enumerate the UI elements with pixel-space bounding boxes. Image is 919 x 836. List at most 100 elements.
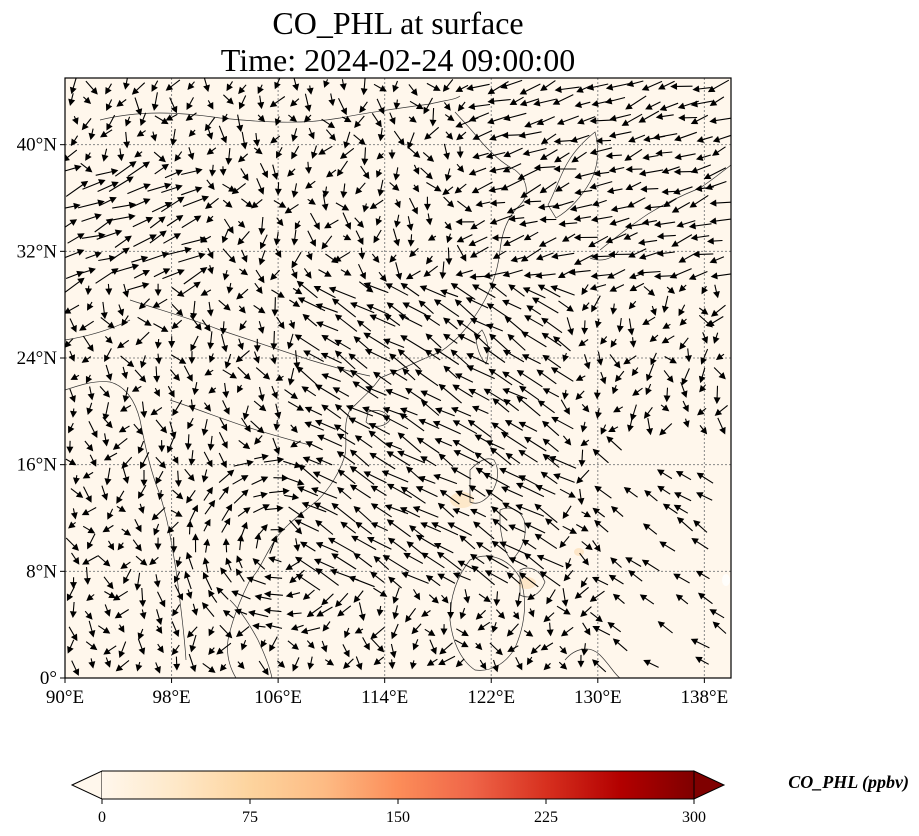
wind-arrow (310, 487, 338, 499)
wind-arrow (150, 407, 163, 416)
wind-arrow (470, 553, 485, 565)
wind-arrow (472, 152, 489, 160)
wind-arrow (102, 524, 114, 533)
wind-arrow (608, 131, 632, 139)
wind-arrow (260, 639, 268, 648)
wind-arrow (258, 660, 269, 676)
wind-arrow (236, 555, 243, 569)
wind-arrow (591, 253, 612, 261)
wind-arrow (610, 303, 618, 315)
wind-arrow (574, 586, 589, 599)
wind-arrow (485, 151, 506, 160)
wind-arrow (172, 455, 179, 465)
colorbar-tick-label: 150 (386, 809, 410, 826)
wind-arrow (644, 204, 664, 211)
wind-arrow (425, 213, 433, 226)
wind-arrow (515, 482, 545, 498)
wind-arrow (684, 348, 692, 363)
wind-arrow (424, 628, 436, 637)
wind-arrow (358, 281, 374, 293)
wind-arrow (253, 133, 261, 147)
wind-arrow (151, 92, 159, 111)
wind-arrow (577, 654, 585, 668)
wind-arrow (88, 658, 96, 669)
wind-arrow (468, 388, 490, 401)
wind-arrow (307, 198, 316, 205)
wind-arrow (434, 348, 460, 365)
wind-arrow (443, 196, 455, 208)
wind-arrow (416, 437, 440, 454)
y-tick-label: 16°N (17, 455, 58, 476)
wind-arrow (695, 656, 709, 665)
wind-arrow (335, 202, 350, 211)
wind-arrow (555, 182, 570, 192)
wind-arrow (578, 449, 586, 467)
wind-arrow (495, 609, 505, 619)
wind-arrow (609, 354, 621, 369)
wind-arrow (191, 533, 200, 553)
wind-arrow (151, 80, 159, 92)
wind-arrow (596, 351, 604, 366)
wind-arrow (117, 624, 125, 633)
wind-arrow (398, 314, 423, 327)
y-axis-ticks: 0° 8°N 16°N 24°N 32°N 40°N (17, 135, 65, 689)
wind-arrow (103, 645, 117, 655)
wind-arrow (68, 626, 78, 642)
wind-arrow (292, 657, 300, 672)
wind-arrow (455, 117, 479, 128)
wind-arrow (706, 316, 724, 327)
wind-arrow (337, 605, 352, 617)
wind-arrow (400, 486, 426, 504)
wind-arrow (354, 435, 373, 449)
wind-arrow (655, 113, 674, 120)
wind-arrow (65, 304, 80, 314)
wind-arrow (246, 576, 266, 585)
wind-arrow (577, 488, 585, 505)
y-tick-label: 32°N (17, 241, 58, 262)
map-panel (64, 77, 732, 679)
wind-arrow (469, 246, 489, 258)
wind-arrow (679, 337, 689, 350)
wind-arrow (638, 251, 661, 260)
wind-arrow (138, 298, 150, 310)
wind-arrow (414, 369, 439, 387)
wind-arrow (483, 271, 507, 279)
wind-arrow (541, 332, 562, 347)
wind-arrow (83, 486, 92, 503)
wind-arrow (238, 95, 247, 110)
wind-arrow (140, 401, 148, 418)
wind-arrow (218, 452, 227, 469)
wind-arrow (546, 589, 556, 605)
wind-arrow (153, 366, 161, 383)
wind-arrow (208, 353, 216, 363)
wind-arrow (107, 508, 114, 520)
wind-arrow (709, 256, 725, 264)
wind-arrow (545, 518, 560, 531)
wind-arrow (636, 269, 661, 277)
wind-arrow (643, 406, 653, 419)
wind-arrow (131, 255, 149, 263)
wind-arrow (452, 440, 475, 454)
wind-arrow (276, 217, 284, 227)
wind-arrow (252, 558, 266, 570)
wind-arrow (140, 355, 147, 369)
wind-arrow (359, 101, 368, 114)
wind-arrow (641, 80, 663, 91)
wind-arrow (527, 593, 536, 601)
wind-arrow (65, 458, 77, 466)
wind-arrow (562, 505, 572, 520)
wind-arrow (222, 113, 229, 123)
wind-arrow (313, 558, 335, 569)
wind-arrow (342, 115, 352, 123)
wind-arrow (385, 442, 403, 451)
wind-arrow (186, 520, 194, 535)
wind-arrow (656, 469, 673, 480)
wind-arrow (369, 452, 396, 470)
wind-arrow (202, 662, 216, 673)
wind-arrow (558, 300, 574, 312)
wind-arrow (235, 350, 250, 363)
wind-arrow (401, 571, 429, 584)
wind-arrow (204, 499, 216, 515)
wind-arrow (370, 638, 385, 653)
wind-arrow (286, 610, 302, 618)
